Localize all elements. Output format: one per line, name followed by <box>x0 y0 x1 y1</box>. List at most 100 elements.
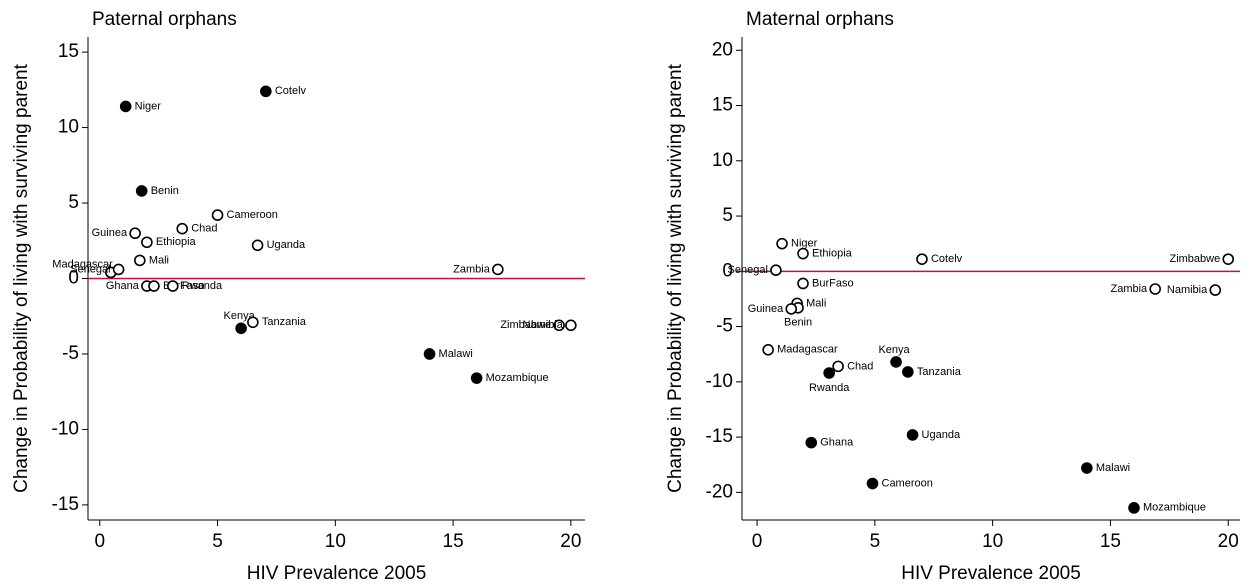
point-label: Ghana <box>820 437 854 449</box>
y-tick-label: 10 <box>712 150 733 171</box>
y-tick-label: -5 <box>62 343 79 364</box>
point-label: Tanzania <box>262 316 307 328</box>
point <box>1222 253 1235 265</box>
point <box>866 477 879 490</box>
point <box>785 303 798 315</box>
point-label: Uganda <box>922 429 961 441</box>
point <box>776 237 788 250</box>
point <box>129 227 141 240</box>
x-tick-label: 0 <box>752 531 763 552</box>
point-label: Tanzania <box>917 366 962 378</box>
y-tick-label: 0 <box>722 260 733 281</box>
point <box>119 100 132 113</box>
x-axis-label: HIV Prevalence 2005 <box>901 563 1081 584</box>
x-tick-label: 0 <box>94 531 105 552</box>
y-tick-label: -10 <box>706 371 733 392</box>
point <box>797 247 809 260</box>
point-label: Ghana <box>106 280 140 292</box>
point <box>470 372 483 384</box>
point-label: Niger <box>791 238 818 250</box>
chart-title: Maternal orphans <box>746 9 894 30</box>
point-label: Mozambique <box>1143 502 1206 514</box>
chart-title: Paternal orphans <box>92 9 237 30</box>
point <box>251 239 264 252</box>
point-label: Zimbabwe <box>500 319 551 331</box>
point-label: Cameroon <box>882 477 933 489</box>
point <box>423 348 436 360</box>
point-label: Mali <box>149 254 169 266</box>
x-tick-label: 20 <box>1218 531 1239 552</box>
y-axis-label: Change in Probability of living with sur… <box>11 63 32 493</box>
y-tick-label: -15 <box>706 426 733 447</box>
y-tick-label: -15 <box>52 494 79 515</box>
point <box>553 319 565 332</box>
point <box>805 436 818 449</box>
point-label: Guinea <box>92 227 128 239</box>
x-tick-label: 10 <box>982 531 1003 552</box>
point <box>235 322 247 335</box>
point <box>148 280 160 292</box>
point-label: Niger <box>135 100 162 112</box>
point <box>176 222 189 235</box>
point <box>823 367 835 379</box>
point-label: Kenya <box>878 344 910 356</box>
point <box>134 254 146 267</box>
y-tick-label: 5 <box>68 192 79 213</box>
point-label: Malawi <box>1096 462 1130 474</box>
x-tick-label: 5 <box>212 531 223 552</box>
point-label: Malawi <box>439 348 473 360</box>
point-label: Mozambique <box>486 372 549 384</box>
point-label: Senegal <box>728 264 768 276</box>
y-tick-label: -10 <box>52 418 79 439</box>
point-label: Guinea <box>748 303 784 315</box>
point <box>141 236 153 249</box>
point-label: Zambia <box>453 263 491 275</box>
point-label: Senegal <box>70 263 110 275</box>
point <box>1128 502 1140 514</box>
point-label: Benin <box>784 317 812 329</box>
x-axis-label: HIV Prevalence 2005 <box>247 563 427 584</box>
point <box>1081 462 1093 474</box>
point <box>890 356 902 368</box>
point-label: Benin <box>151 185 179 197</box>
point-label: Madagascar <box>777 344 838 356</box>
point-label: Cameroon <box>227 209 278 221</box>
point <box>1209 284 1222 296</box>
point-label: Cotelv <box>275 85 307 97</box>
point-label: Kenya <box>224 310 256 322</box>
y-tick-label: 15 <box>58 41 79 62</box>
point-label: Namibia <box>523 319 564 331</box>
point-label: BurFaso <box>812 277 854 289</box>
y-tick-label: -5 <box>716 316 733 337</box>
point-label: Chad <box>191 223 217 235</box>
point <box>902 366 914 378</box>
x-tick-label: 15 <box>443 531 464 552</box>
y-tick-label: 15 <box>712 95 733 116</box>
y-tick-label: 20 <box>712 39 733 60</box>
point-label: Ethiopia <box>156 236 197 248</box>
point-label: Uganda <box>267 239 306 251</box>
y-tick-label: 10 <box>58 117 79 138</box>
point-label: Chad <box>847 360 873 372</box>
y-axis-label: Change in Probability of living with sur… <box>665 63 686 493</box>
x-tick-label: 10 <box>325 531 346 552</box>
point-label: Zimbabwe <box>1169 253 1220 265</box>
y-tick-label: 0 <box>68 268 79 289</box>
point <box>492 263 504 276</box>
point-label: Zambia <box>1111 283 1149 295</box>
point <box>135 185 148 197</box>
y-tick-label: 5 <box>722 205 733 226</box>
x-tick-label: 5 <box>870 531 881 552</box>
point <box>770 264 782 277</box>
x-tick-label: 20 <box>560 531 581 552</box>
point <box>247 316 259 329</box>
point-label: Mali <box>806 297 826 309</box>
point <box>112 263 125 276</box>
point-label: Rwanda <box>809 382 850 394</box>
point-label: Madagascar <box>52 258 113 270</box>
point-label: Ethiopia <box>812 248 853 260</box>
point <box>916 253 928 265</box>
point-label: Rwanda <box>182 280 223 292</box>
point <box>166 280 179 292</box>
